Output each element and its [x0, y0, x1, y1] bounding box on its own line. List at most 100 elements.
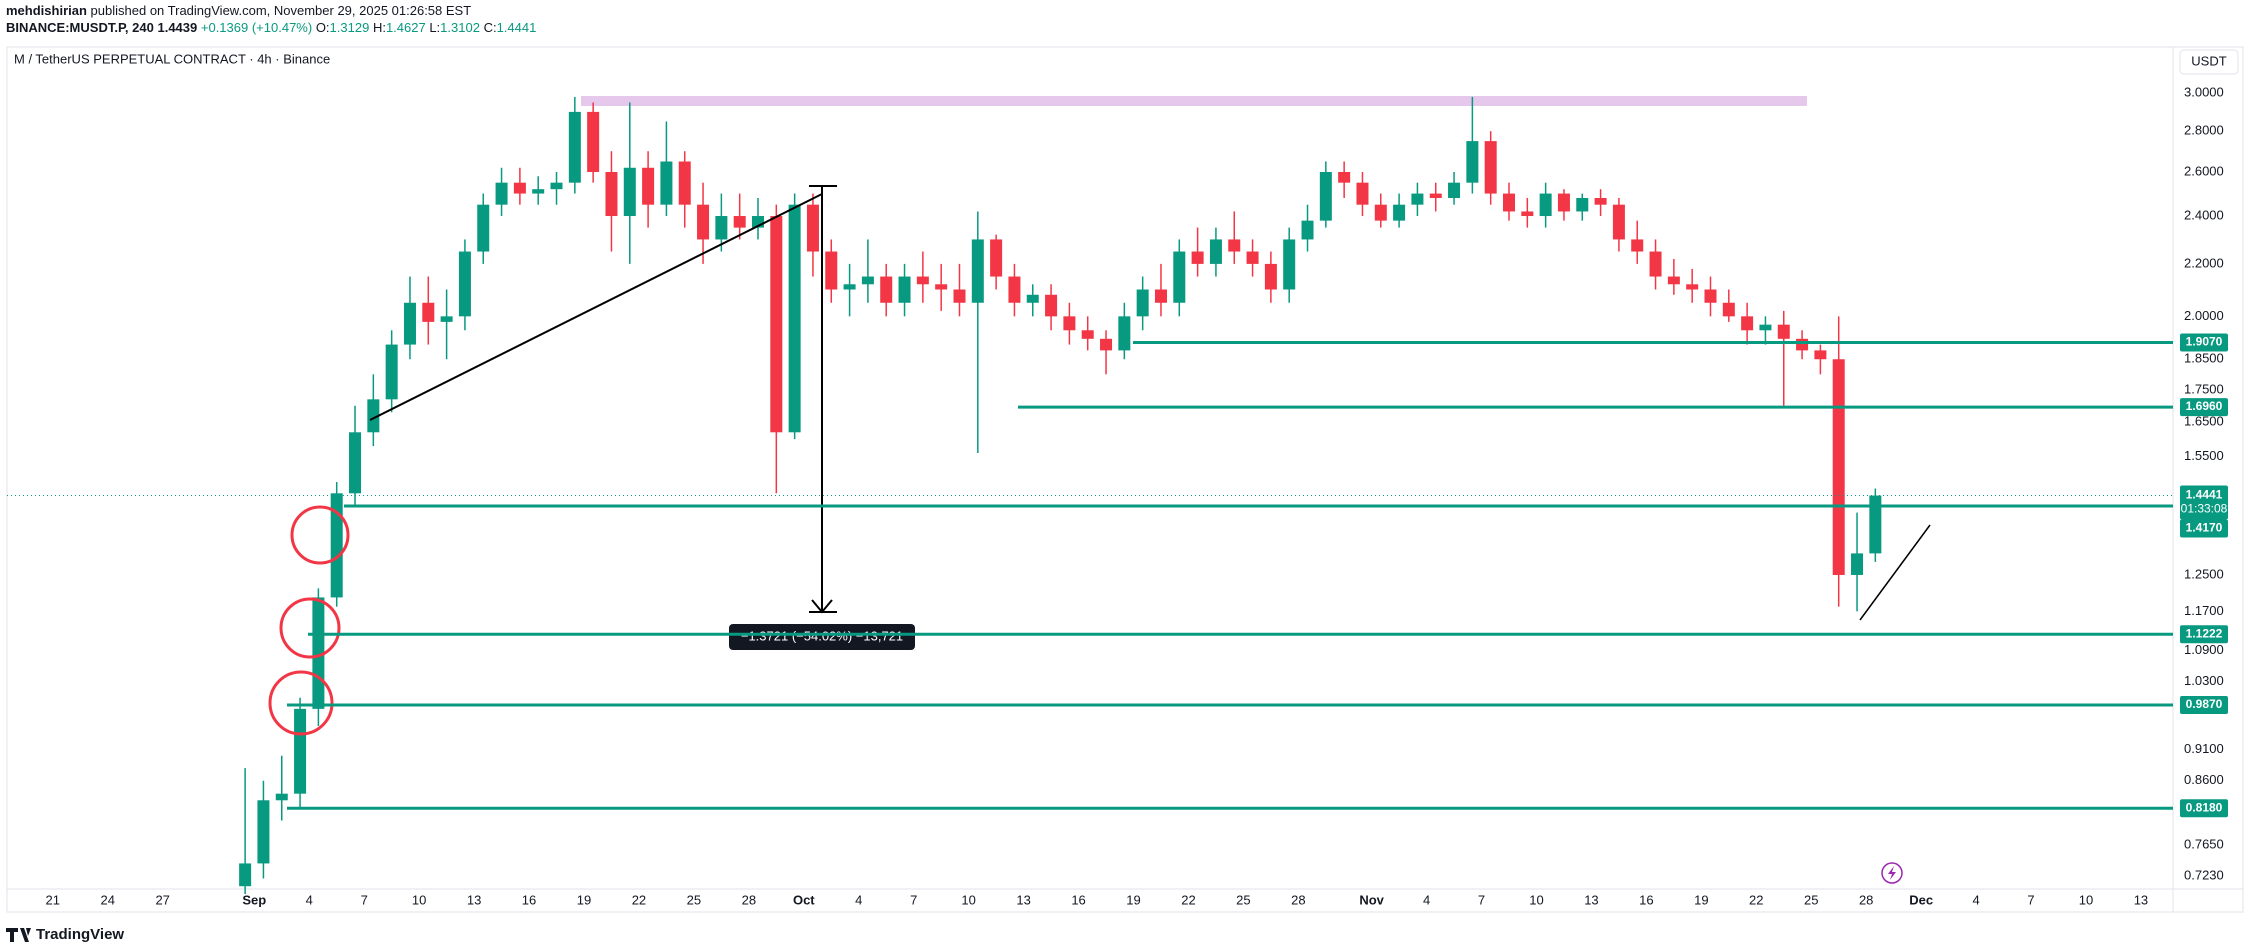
x-tick-label: 4: [1423, 892, 1430, 907]
chart-title: M / TetherUS PERPETUAL CONTRACT · 4h · B…: [14, 51, 330, 66]
candle-body: [605, 171, 618, 217]
candle-body: [1411, 193, 1424, 205]
x-tick-label: Nov: [1359, 892, 1384, 907]
x-tick-label: Sep: [242, 892, 266, 907]
candle-body: [1686, 284, 1699, 290]
candle-body: [568, 111, 581, 183]
x-tick-label: 16: [1639, 892, 1653, 907]
brand: TradingView: [36, 926, 124, 943]
x-tick-label: 27: [155, 892, 169, 907]
candle-body: [587, 111, 600, 172]
candle-body: [715, 216, 728, 240]
candle-body: [733, 216, 746, 228]
ohlc-label: C:: [484, 20, 497, 35]
candle-body: [477, 204, 490, 252]
chart-frame: [6, 46, 2244, 913]
x-tick-label: 13: [467, 892, 481, 907]
x-tick-label: 7: [361, 892, 368, 907]
candle-body: [861, 276, 874, 285]
published: published on TradingView.com, November 2…: [91, 3, 472, 18]
x-tick-label: 16: [1071, 892, 1085, 907]
candle-body: [1319, 171, 1332, 221]
last-price-box: [2180, 485, 2228, 520]
candle-body: [660, 161, 673, 205]
candle-body: [623, 167, 636, 217]
x-tick-label: 16: [522, 892, 536, 907]
brand-logo: [6, 928, 31, 942]
level-price-label: 1.6960: [2186, 399, 2223, 413]
candle-body: [642, 167, 655, 205]
highlight-circle: [290, 505, 350, 565]
x-tick-label: Dec: [1909, 892, 1933, 907]
x-tick-label: 4: [1972, 892, 1979, 907]
candle-body: [385, 344, 398, 400]
y-tick-label: 2.8000: [2184, 123, 2224, 138]
y-tick-label: 0.9100: [2184, 741, 2224, 756]
candle-body: [367, 399, 380, 433]
candle-body: [935, 284, 948, 290]
candle-body: [898, 276, 911, 303]
symbol-line: BINANCE:MUSDT.P, 240 1.4439 +0.1369 (+10…: [6, 20, 536, 35]
x-tick-label: 19: [1126, 892, 1140, 907]
candle-body: [1539, 193, 1552, 217]
candle-body: [1649, 251, 1662, 277]
y-tick-label: 1.1700: [2184, 603, 2224, 618]
level-price-label: 1.1222: [2186, 626, 2223, 640]
y-tick-label: 0.7230: [2184, 868, 2224, 883]
candle-body: [697, 204, 710, 240]
countdown: 01:33:08: [2181, 502, 2228, 516]
candle-body: [1283, 239, 1296, 290]
candle-body: [1264, 263, 1277, 290]
y-tick-label: 2.6000: [2184, 163, 2224, 178]
candle-body: [1777, 324, 1790, 339]
candle-body: [1722, 302, 1735, 317]
candle-body: [1832, 359, 1845, 575]
level-price-box: [2180, 799, 2228, 818]
candle-body: [916, 276, 929, 285]
x-tick-label: 10: [1529, 892, 1543, 907]
x-tick-label: 4: [855, 892, 862, 907]
y-tick-label: 1.8500: [2184, 351, 2224, 366]
resistance-zone: [581, 96, 1807, 106]
symbol: BINANCE:MUSDT.P, 240: [6, 20, 154, 35]
y-tick-label: 1.5500: [2184, 448, 2224, 463]
ohlc-label: O:: [316, 20, 330, 35]
y-tick-label: 0.7650: [2184, 837, 2224, 852]
x-tick-label: 19: [1694, 892, 1708, 907]
event-icon[interactable]: [1881, 862, 1903, 884]
ohlc-value: 1.4627: [386, 20, 426, 35]
candle-body: [1063, 316, 1076, 331]
y-tick-label: 2.4000: [2184, 207, 2224, 222]
candle-body: [843, 284, 856, 290]
last-price-label: 1.4441: [2186, 488, 2223, 502]
y-tick-label: 1.6500: [2184, 414, 2224, 429]
level-price-label: 1.9070: [2186, 335, 2223, 349]
level-price-box: [2180, 695, 2228, 714]
y-tick-label: 1.2500: [2184, 566, 2224, 581]
y-tick-label: 1.0300: [2184, 673, 2224, 688]
candle-body: [330, 493, 343, 598]
author: mehdishirian: [6, 3, 87, 18]
x-tick-label: 25: [1236, 892, 1250, 907]
candle-body: [1667, 276, 1680, 285]
candle-body: [1814, 350, 1827, 360]
candle-body: [770, 216, 783, 433]
candle-body: [1356, 182, 1369, 205]
candle-body: [1466, 141, 1479, 183]
candle-body: [953, 289, 966, 303]
candle-body: [1631, 239, 1644, 252]
currency-button[interactable]: [2179, 49, 2239, 75]
x-tick-label: 13: [1584, 892, 1598, 907]
candle-body: [1759, 324, 1772, 331]
candle-body: [1136, 289, 1149, 317]
candle-body: [513, 182, 526, 194]
candle-body: [1026, 294, 1039, 303]
candle-body: [1338, 171, 1351, 183]
y-tick-label: 1.7500: [2184, 381, 2224, 396]
trend-line: [369, 193, 823, 421]
candle-body: [1612, 204, 1625, 240]
x-tick-label: 7: [910, 892, 917, 907]
candle-body: [1301, 220, 1314, 240]
